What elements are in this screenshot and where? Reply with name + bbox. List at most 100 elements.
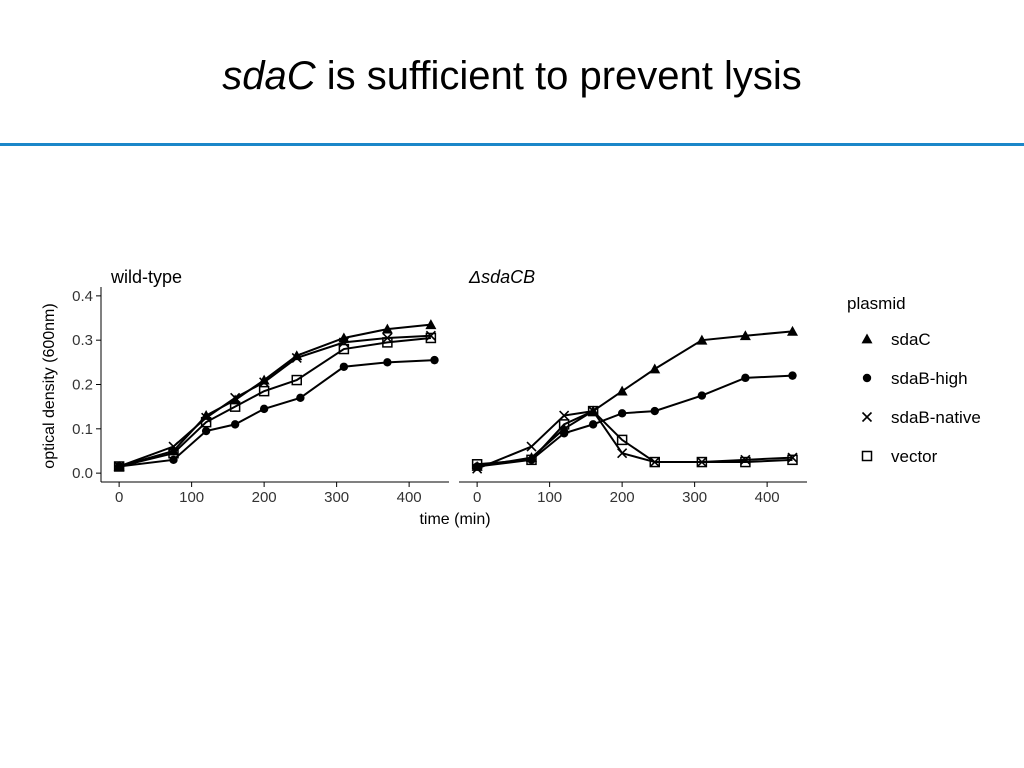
slide-title-italic: sdaC xyxy=(222,54,316,98)
data-point-sdaB-high xyxy=(559,429,569,438)
x-tick-label: 400 xyxy=(397,489,422,506)
x-tick-label: 400 xyxy=(755,489,780,506)
x-axis-label: time (min) xyxy=(419,511,490,528)
legend-key-sdaB-native xyxy=(861,411,873,423)
data-point-sdaB-high xyxy=(259,404,269,414)
data-point-sdaC xyxy=(168,445,179,456)
data-point-vector xyxy=(291,374,302,386)
data-point-sdaB-native xyxy=(259,377,270,388)
data-point-sdaB-native xyxy=(168,441,179,452)
data-point-sdaB-native-stroke-b xyxy=(617,448,628,459)
data-point-sdaB-high xyxy=(588,420,598,429)
panel-0: wild-type 0 100 200 300 400 0.0 0.1 0.2 0.3 0.4 xyxy=(72,267,449,506)
data-point-vector xyxy=(740,456,751,468)
series-line-sdaC xyxy=(118,323,431,468)
data-point-sdaB-high xyxy=(339,362,349,371)
legend-title: plasmid xyxy=(847,294,906,313)
data-point-sdaB-high xyxy=(169,455,178,465)
x-tick-label: 300 xyxy=(682,489,707,506)
legend-key-sdaC xyxy=(861,333,873,344)
legend-label: sdaB-high xyxy=(891,369,968,388)
x-tick-label: 300 xyxy=(324,489,349,506)
data-point-sdaB-high xyxy=(201,426,211,436)
data-point-sdaB-native-stroke-b xyxy=(696,456,707,468)
data-point-sdaB-native xyxy=(291,352,302,363)
data-point-vector xyxy=(168,447,179,459)
data-point-vector xyxy=(526,454,537,466)
x-tick-label: 200 xyxy=(610,489,635,506)
data-point-sdaB-high xyxy=(430,355,439,365)
data-point-sdaB-native-stroke-b xyxy=(230,392,241,403)
y-tick-label: 0.0 xyxy=(72,465,93,482)
data-point-sdaB-high xyxy=(527,455,536,465)
y-tick-label: 0.4 xyxy=(72,288,93,305)
data-point-vector xyxy=(258,385,270,397)
series-line-vector xyxy=(477,409,793,466)
legend-label: sdaB-native xyxy=(891,408,981,427)
legend-label: vector xyxy=(891,447,938,466)
data-point-sdaC xyxy=(381,323,393,334)
data-point-vector xyxy=(113,461,125,472)
series-line-sdaB-high xyxy=(119,359,435,468)
panel-title: wild-type xyxy=(110,267,182,287)
data-point-sdaC xyxy=(291,350,303,361)
data-point-sdaB-native-stroke-b xyxy=(291,352,302,363)
legend-label: sdaC xyxy=(891,330,931,349)
y-tick-label: 0.1 xyxy=(72,421,93,438)
slide-title: sdaC is sufficient to prevent lysis xyxy=(0,50,1024,102)
data-point-sdaB-high xyxy=(697,391,707,400)
data-point-sdaB-native-stroke-b xyxy=(649,456,660,468)
data-point-sdaC xyxy=(425,319,437,330)
series-line-sdaC xyxy=(476,330,793,468)
data-point-vector xyxy=(649,456,660,468)
data-point-sdaB-native-stroke-b xyxy=(114,461,125,472)
data-point-sdaB-native xyxy=(230,392,241,403)
data-point-vector xyxy=(425,332,437,344)
series-line-sdaB-native xyxy=(118,334,431,468)
data-point-sdaB-high xyxy=(617,409,627,418)
y-tick-label: 0.3 xyxy=(72,332,93,349)
series-line-vector xyxy=(118,336,431,468)
data-point-sdaC xyxy=(258,374,270,385)
y-axis-label: optical density (600nm) xyxy=(41,303,58,468)
data-point-sdaC xyxy=(787,325,798,336)
data-point-vector xyxy=(382,337,393,348)
data-point-sdaC xyxy=(649,363,661,374)
legend-key-vector xyxy=(861,450,873,462)
legend-key-sdaB-native-stroke-b xyxy=(861,411,873,423)
data-point-sdaC xyxy=(616,385,628,396)
data-point-sdaB-native-stroke-b xyxy=(559,410,570,421)
data-point-sdaB-native xyxy=(696,456,707,468)
y-tick-label: 0.2 xyxy=(72,377,93,394)
x-tick-label: 0 xyxy=(473,489,481,506)
data-point-vector xyxy=(587,405,599,417)
data-point-sdaB-high xyxy=(383,358,392,367)
panel-1: ΔsdaCB 0 100 200 300 400 xyxy=(459,267,807,506)
data-point-sdaB-native-stroke-b xyxy=(588,406,599,417)
x-tick-label: 100 xyxy=(179,489,204,506)
data-point-vector xyxy=(696,456,708,468)
slide-title-rest: is sufficient to prevent lysis xyxy=(315,54,802,98)
data-point-vector xyxy=(229,401,241,412)
data-point-sdaB-native xyxy=(617,448,628,459)
data-point-vector xyxy=(787,454,798,466)
data-point-sdaB-high xyxy=(230,420,240,429)
x-tick-label: 100 xyxy=(537,489,562,506)
data-point-sdaB-native xyxy=(559,410,570,421)
x-tick-label: 200 xyxy=(252,489,277,506)
data-point-sdaB-high xyxy=(296,393,305,402)
data-point-vector xyxy=(471,459,483,470)
data-point-sdaB-native-stroke-b xyxy=(259,377,270,388)
data-point-sdaB-high xyxy=(788,371,797,380)
title-divider xyxy=(0,143,1024,146)
data-point-sdaC xyxy=(739,330,751,341)
panel-title: ΔsdaCB xyxy=(468,267,535,287)
data-point-sdaB-native-stroke-b xyxy=(526,441,537,452)
data-point-vector xyxy=(200,416,212,428)
x-tick-label: 0 xyxy=(115,489,123,506)
legend: plasmid sdaC sdaB-high sdaB-native vector xyxy=(847,294,981,466)
data-point-vector xyxy=(616,434,628,446)
data-point-sdaB-native xyxy=(114,461,125,472)
series-line-sdaB-high xyxy=(477,374,793,468)
